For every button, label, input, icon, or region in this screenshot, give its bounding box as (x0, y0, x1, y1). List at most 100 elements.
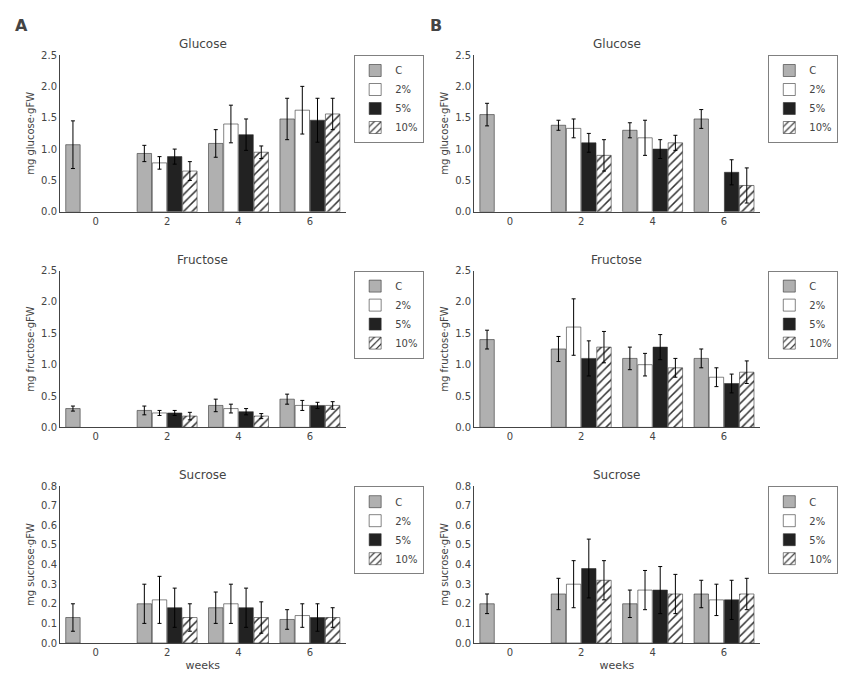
svg-text:0: 0 (507, 431, 513, 442)
svg-text:1.0: 1.0 (41, 144, 57, 155)
svg-text:4: 4 (235, 216, 241, 227)
svg-text:0.6: 0.6 (455, 520, 471, 531)
svg-text:5%: 5% (395, 535, 411, 546)
svg-text:mg fructose·gFW: mg fructose·gFW (25, 306, 36, 391)
svg-text:2.5: 2.5 (455, 50, 471, 61)
svg-text:5%: 5% (809, 103, 825, 114)
svg-text:0.0: 0.0 (41, 638, 57, 649)
svg-text:C: C (809, 65, 816, 76)
svg-text:2%: 2% (809, 516, 825, 527)
svg-text:2: 2 (578, 216, 584, 227)
svg-text:0.5: 0.5 (41, 175, 57, 186)
svg-text:10%: 10% (809, 122, 831, 133)
svg-text:B: B (430, 16, 442, 35)
svg-text:0: 0 (507, 216, 513, 227)
svg-text:4: 4 (235, 647, 241, 658)
svg-text:weeks: weeks (600, 659, 635, 672)
svg-text:mg glucose·gFW: mg glucose·gFW (439, 92, 450, 175)
svg-text:C: C (395, 497, 402, 508)
svg-text:2: 2 (164, 431, 170, 442)
svg-text:6: 6 (307, 647, 313, 658)
svg-text:2: 2 (164, 216, 170, 227)
svg-text:0.5: 0.5 (455, 539, 471, 550)
svg-text:2%: 2% (395, 84, 411, 95)
svg-text:6: 6 (721, 647, 727, 658)
svg-text:0.4: 0.4 (455, 559, 471, 570)
svg-text:C: C (809, 281, 816, 292)
svg-text:mg sucrose·gFW: mg sucrose·gFW (25, 523, 36, 606)
svg-text:mg fructose·gFW: mg fructose·gFW (439, 306, 450, 391)
svg-text:10%: 10% (395, 122, 417, 133)
svg-text:0: 0 (507, 647, 513, 658)
svg-text:C: C (395, 65, 402, 76)
svg-text:2.0: 2.0 (455, 81, 471, 92)
svg-text:2.0: 2.0 (41, 81, 57, 92)
svg-text:Sucrose: Sucrose (593, 468, 640, 482)
svg-text:1.5: 1.5 (455, 112, 471, 123)
svg-text:0.3: 0.3 (455, 579, 471, 590)
svg-text:2%: 2% (395, 300, 411, 311)
svg-text:0.0: 0.0 (41, 422, 57, 433)
svg-text:C: C (809, 497, 816, 508)
svg-text:2%: 2% (395, 516, 411, 527)
svg-text:1.5: 1.5 (41, 328, 57, 339)
svg-text:Fructose: Fructose (591, 253, 642, 267)
svg-text:weeks: weeks (185, 659, 220, 672)
svg-text:4: 4 (235, 431, 241, 442)
svg-text:Fructose: Fructose (177, 253, 228, 267)
svg-text:10%: 10% (395, 338, 417, 349)
svg-text:0.4: 0.4 (41, 559, 57, 570)
svg-text:0.8: 0.8 (455, 481, 471, 492)
svg-text:2%: 2% (809, 84, 825, 95)
svg-text:0.5: 0.5 (455, 391, 471, 402)
svg-text:2.0: 2.0 (41, 296, 57, 307)
svg-text:0.8: 0.8 (41, 481, 57, 492)
svg-text:10%: 10% (395, 554, 417, 565)
svg-text:2: 2 (578, 431, 584, 442)
svg-text:4: 4 (649, 647, 655, 658)
svg-text:0.1: 0.1 (41, 618, 57, 629)
svg-text:0.0: 0.0 (455, 422, 471, 433)
svg-text:5%: 5% (809, 319, 825, 330)
svg-text:2: 2 (578, 647, 584, 658)
svg-text:2%: 2% (809, 300, 825, 311)
svg-text:0.0: 0.0 (455, 638, 471, 649)
svg-text:4: 4 (649, 216, 655, 227)
svg-text:0: 0 (93, 216, 99, 227)
svg-text:2.0: 2.0 (455, 296, 471, 307)
svg-text:1.0: 1.0 (455, 144, 471, 155)
svg-text:0.2: 0.2 (455, 598, 471, 609)
svg-text:5%: 5% (395, 103, 411, 114)
svg-text:2: 2 (164, 647, 170, 658)
svg-text:4: 4 (649, 431, 655, 442)
svg-text:Glucose: Glucose (593, 37, 641, 51)
svg-text:6: 6 (307, 216, 313, 227)
svg-text:A: A (15, 16, 28, 35)
svg-text:0.7: 0.7 (455, 500, 471, 511)
svg-text:0.1: 0.1 (455, 618, 471, 629)
svg-text:0.7: 0.7 (41, 500, 57, 511)
svg-text:6: 6 (307, 431, 313, 442)
svg-text:Glucose: Glucose (179, 37, 227, 51)
svg-text:C: C (395, 281, 402, 292)
svg-text:1.0: 1.0 (455, 359, 471, 370)
svg-text:6: 6 (721, 431, 727, 442)
svg-text:0.3: 0.3 (41, 579, 57, 590)
svg-text:1.5: 1.5 (41, 112, 57, 123)
svg-text:1.5: 1.5 (455, 328, 471, 339)
svg-text:0.5: 0.5 (41, 391, 57, 402)
svg-text:0: 0 (93, 431, 99, 442)
svg-text:2.5: 2.5 (41, 50, 57, 61)
svg-text:mg glucose·gFW: mg glucose·gFW (25, 92, 36, 175)
svg-text:5%: 5% (395, 319, 411, 330)
svg-text:0.2: 0.2 (41, 598, 57, 609)
svg-text:Sucrose: Sucrose (179, 468, 226, 482)
svg-text:10%: 10% (809, 338, 831, 349)
svg-text:mg sucrose·gFW: mg sucrose·gFW (439, 523, 450, 606)
svg-text:0.5: 0.5 (455, 175, 471, 186)
svg-text:6: 6 (721, 216, 727, 227)
svg-text:0.0: 0.0 (455, 206, 471, 217)
svg-text:1.0: 1.0 (41, 359, 57, 370)
svg-text:5%: 5% (809, 535, 825, 546)
svg-text:2.5: 2.5 (41, 265, 57, 276)
